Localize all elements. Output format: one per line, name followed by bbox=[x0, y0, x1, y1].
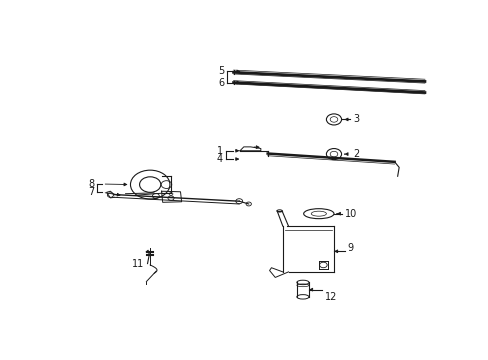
Text: 5: 5 bbox=[217, 67, 224, 76]
Text: 9: 9 bbox=[346, 243, 353, 253]
Text: 10: 10 bbox=[345, 209, 357, 219]
Text: 4: 4 bbox=[216, 154, 223, 164]
Text: 8: 8 bbox=[88, 179, 95, 189]
Text: 1: 1 bbox=[216, 146, 223, 156]
Text: 11: 11 bbox=[132, 258, 144, 269]
Text: 3: 3 bbox=[352, 114, 358, 125]
Text: 6: 6 bbox=[218, 77, 224, 87]
Text: 7: 7 bbox=[88, 187, 95, 197]
Text: 12: 12 bbox=[324, 292, 336, 302]
Text: 2: 2 bbox=[352, 149, 359, 159]
